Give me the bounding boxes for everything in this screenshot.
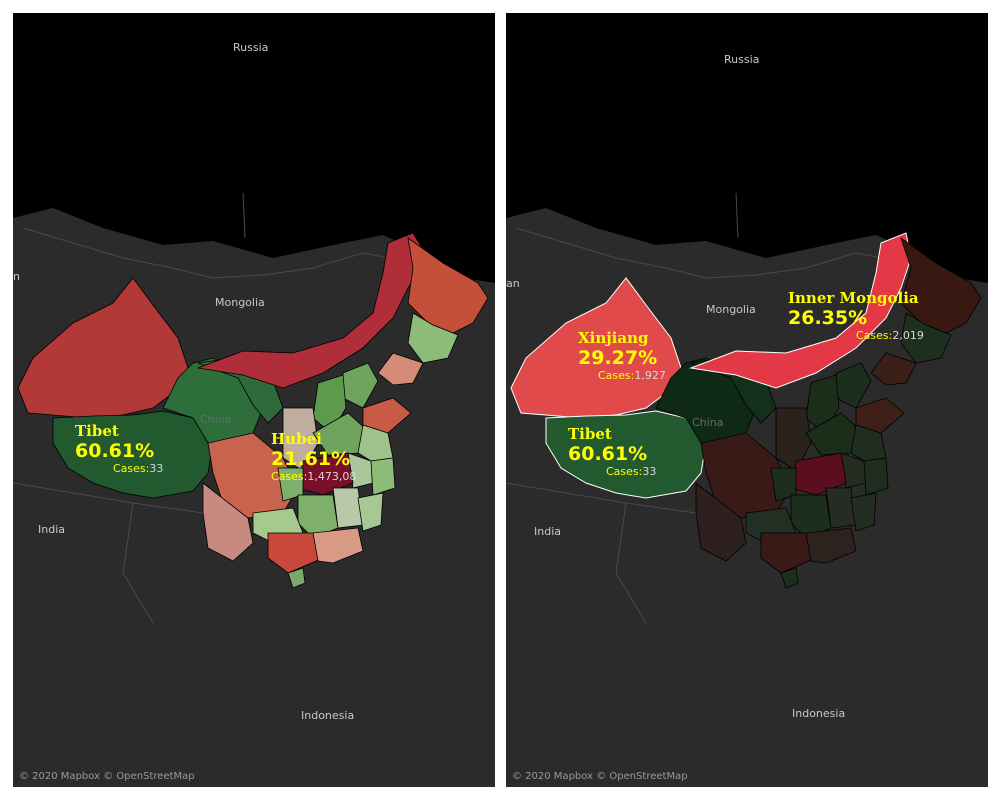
place-china: China xyxy=(692,416,724,429)
province-shaanxi xyxy=(775,407,812,472)
place-mongolia: Mongolia xyxy=(706,303,756,316)
callout-percent: 21.61% xyxy=(271,448,351,470)
callout-percent: 29.27% xyxy=(578,347,658,369)
cases-label: Cases: xyxy=(598,369,635,382)
map-attribution[interactable]: © 2020 Mapbox © OpenStreetMap xyxy=(512,771,688,782)
province-heilongjiang xyxy=(407,237,489,334)
callout-xinjiang-right[interactable]: Xinjiang 29.27% Cases:1,927 xyxy=(578,329,666,383)
cases-value: 2,019 xyxy=(892,329,924,342)
place-india: India xyxy=(534,525,561,538)
place-indonesia: Indonesia xyxy=(301,709,355,722)
province-tibet xyxy=(52,410,214,499)
callout-region: Hubei xyxy=(271,430,322,448)
map-left-canvas xyxy=(13,192,495,787)
place-edge-cut: an xyxy=(506,277,520,290)
callout-tibet-left[interactable]: Tibet 60.61% Cases:33 xyxy=(75,422,163,476)
province-jilin xyxy=(407,312,459,364)
map-right-canvas xyxy=(506,192,988,787)
province-shaanxi xyxy=(282,407,319,472)
land-borneo xyxy=(806,643,896,713)
province-shandong xyxy=(362,397,412,434)
cases-value: 33 xyxy=(642,465,657,478)
map-left[interactable]: Russia Mongolia China India Indonesia n … xyxy=(13,13,495,787)
place-mongolia: Mongolia xyxy=(215,296,265,309)
cases-label: Cases: xyxy=(606,465,643,478)
map-attribution[interactable]: © 2020 Mapbox © OpenStreetMap xyxy=(19,771,195,782)
land-korea xyxy=(911,373,936,431)
callout-cases: Cases:2,019 xyxy=(788,329,924,343)
land-philippines xyxy=(886,558,916,643)
callout-percent: 26.35% xyxy=(788,307,868,329)
provinces-right xyxy=(510,232,982,589)
province-jiangxi xyxy=(825,487,857,529)
province-jilin xyxy=(900,312,952,364)
callout-cases: Cases:33 xyxy=(75,462,163,476)
callout-region: Tibet xyxy=(75,422,119,440)
province-guangdong xyxy=(312,527,364,564)
province-hainan xyxy=(287,567,306,589)
cases-value: 1,927 xyxy=(634,369,666,382)
land-philippines xyxy=(393,558,423,643)
province-tibet xyxy=(545,410,707,499)
land-sumatra xyxy=(183,633,263,728)
cases-label: Cases: xyxy=(856,329,893,342)
place-edge-cut: n xyxy=(13,270,20,283)
callout-region: Inner Mongolia xyxy=(788,289,919,307)
province-zhejiang xyxy=(370,457,396,496)
province-fujian xyxy=(357,492,384,532)
province-jiangxi xyxy=(332,487,364,529)
callout-region: Tibet xyxy=(568,425,612,443)
map-right[interactable]: Russia Mongolia China India Indonesia an… xyxy=(506,13,988,787)
province-liaoning xyxy=(870,352,917,386)
callout-tibet-right[interactable]: Tibet 60.61% Cases:33 xyxy=(568,425,656,479)
place-india: India xyxy=(38,523,65,536)
province-heilongjiang xyxy=(900,236,982,334)
callout-inner-mongolia-right[interactable]: Inner Mongolia 26.35% Cases:2,019 xyxy=(788,289,924,343)
province-guangxi xyxy=(267,532,324,574)
land-sumatra xyxy=(676,633,756,728)
place-china: China xyxy=(200,413,232,426)
province-inner-mongolia xyxy=(196,232,429,389)
provinces-left xyxy=(17,232,489,589)
province-yunnan xyxy=(202,482,254,562)
province-liaoning xyxy=(377,352,424,386)
place-russia: Russia xyxy=(233,41,269,54)
callout-region: Xinjiang xyxy=(578,329,649,347)
place-indonesia: Indonesia xyxy=(792,707,846,720)
province-zhejiang xyxy=(863,457,889,496)
callout-cases: Cases:1,473,08 xyxy=(271,470,356,484)
province-yunnan xyxy=(695,482,747,562)
land-korea xyxy=(418,373,443,431)
province-shandong xyxy=(855,397,905,434)
place-russia: Russia xyxy=(724,53,760,66)
province-guangxi xyxy=(760,532,817,574)
land-borneo xyxy=(313,643,403,713)
callout-cases: Cases:33 xyxy=(568,465,656,479)
cases-value: 33 xyxy=(149,462,164,475)
land-japan xyxy=(453,403,495,475)
province-fujian xyxy=(850,492,877,532)
land-japan xyxy=(946,403,988,475)
cases-value: 1,473,08 xyxy=(307,470,357,483)
callout-percent: 60.61% xyxy=(568,443,648,465)
cases-label: Cases: xyxy=(271,470,308,483)
callout-percent: 60.61% xyxy=(75,440,155,462)
callout-cases: Cases:1,927 xyxy=(578,369,666,383)
cases-label: Cases: xyxy=(113,462,150,475)
province-guangdong xyxy=(805,527,857,564)
callout-hubei-left[interactable]: Hubei 21.61% Cases:1,473,08 xyxy=(271,430,356,484)
province-hainan xyxy=(780,567,799,589)
